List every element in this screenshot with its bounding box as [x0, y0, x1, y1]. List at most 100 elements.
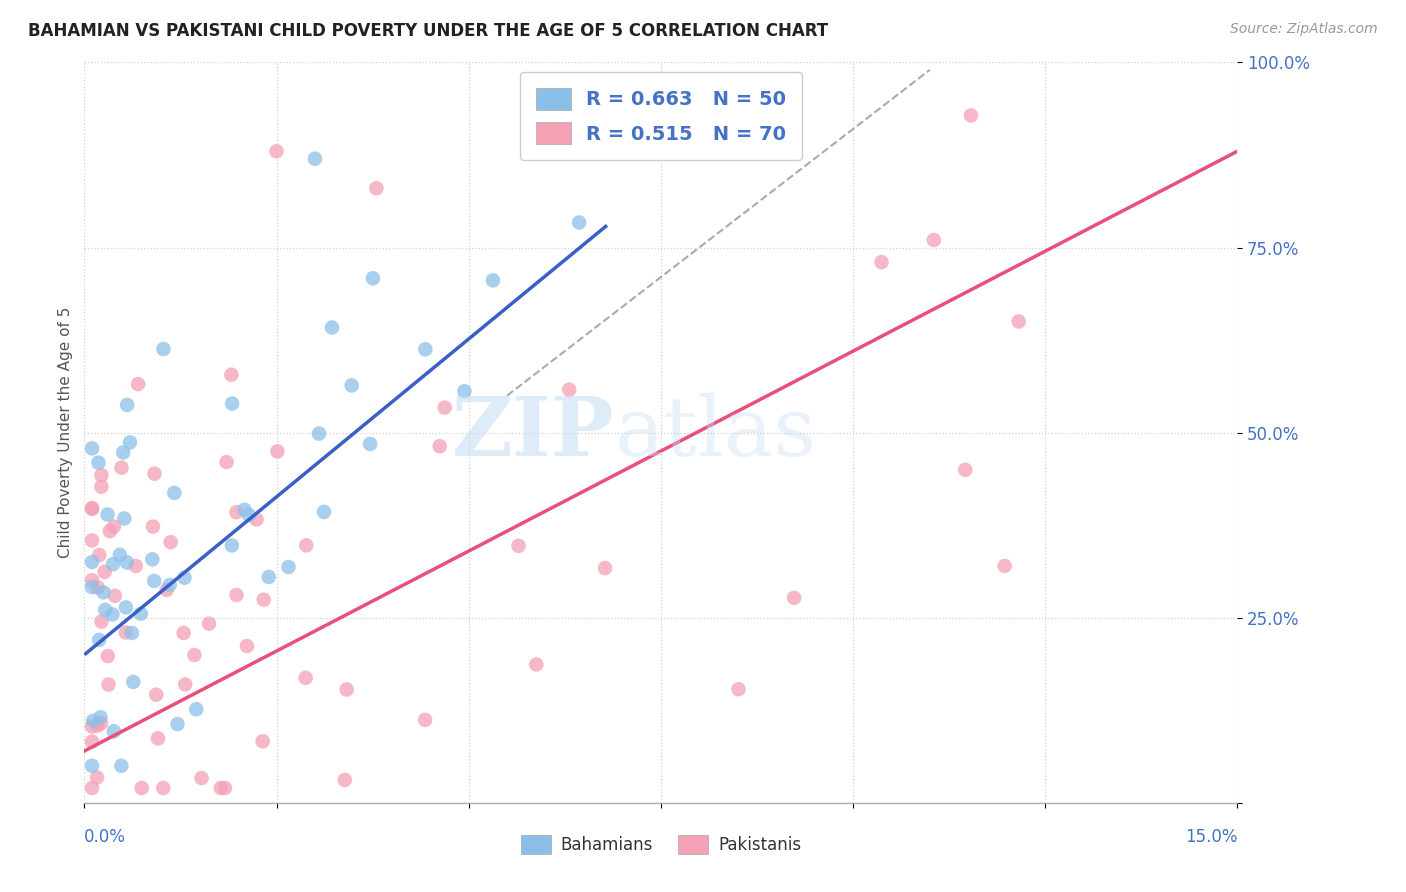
Point [233, 502, 256, 516]
Point [87, 456, 110, 470]
Point [166, 717, 188, 731]
Point [118, 435, 141, 450]
Text: ZIP: ZIP [453, 392, 614, 473]
Point [94, 603, 117, 617]
Point [80, 574, 103, 588]
Point [122, 674, 145, 689]
Point [129, 607, 152, 621]
Point [253, 592, 276, 607]
Point [221, 368, 243, 382]
Point [112, 511, 135, 525]
Point [80, 758, 103, 772]
Point [312, 505, 335, 519]
Point [266, 145, 288, 159]
Point [152, 342, 174, 356]
Point [80, 533, 103, 548]
Point [238, 508, 260, 522]
Point [114, 625, 136, 640]
Point [198, 616, 221, 631]
Point [183, 648, 205, 662]
Point [413, 713, 436, 727]
Point [266, 444, 288, 458]
Point [558, 383, 581, 397]
Point [960, 108, 983, 122]
Point [101, 558, 124, 572]
Text: 15.0%: 15.0% [1185, 828, 1237, 846]
Point [209, 780, 232, 795]
Point [156, 582, 179, 597]
Point [80, 555, 103, 569]
Point [429, 439, 451, 453]
Point [90, 615, 112, 629]
Point [221, 396, 243, 410]
Point [80, 719, 103, 733]
Point [955, 463, 977, 477]
Point [142, 519, 165, 533]
Point [103, 519, 125, 533]
Point [922, 233, 945, 247]
Point [103, 724, 125, 739]
Point [163, 486, 186, 500]
Point [482, 273, 505, 287]
Point [245, 512, 267, 526]
Point [86, 771, 108, 785]
Text: Source: ZipAtlas.com: Source: ZipAtlas.com [1230, 22, 1378, 37]
Point [257, 570, 280, 584]
Point [173, 626, 195, 640]
Point [80, 780, 103, 795]
Point [225, 588, 247, 602]
Point [361, 271, 384, 285]
Point [146, 731, 169, 746]
Point [1008, 314, 1031, 328]
Point [870, 255, 893, 269]
Point [252, 734, 274, 748]
Point [125, 559, 148, 574]
Point [115, 600, 138, 615]
Point [524, 657, 547, 672]
Point [186, 702, 208, 716]
Point [110, 758, 132, 772]
Point [359, 437, 381, 451]
Point [994, 558, 1017, 573]
Point [90, 716, 112, 731]
Point [82, 714, 104, 728]
Point [127, 377, 149, 392]
Point [110, 460, 132, 475]
Point [214, 780, 236, 795]
Point [308, 426, 330, 441]
Point [101, 607, 124, 622]
Point [152, 780, 174, 795]
Point [295, 538, 318, 552]
Point [87, 632, 110, 647]
Point [568, 215, 591, 229]
Point [304, 152, 326, 166]
Point [333, 772, 356, 787]
Point [86, 581, 108, 595]
Point [143, 467, 166, 481]
Point [89, 710, 111, 724]
Point [96, 508, 118, 522]
Point [112, 445, 135, 459]
Point [159, 578, 181, 592]
Point [593, 561, 616, 575]
Point [336, 682, 359, 697]
Point [98, 524, 121, 538]
Point [131, 780, 153, 795]
Point [174, 677, 197, 691]
Point [104, 589, 127, 603]
Point [221, 538, 243, 552]
Point [80, 580, 103, 594]
Text: atlas: atlas [614, 392, 817, 473]
Point [115, 398, 138, 412]
Point [90, 480, 112, 494]
Point [236, 639, 259, 653]
Point [783, 591, 806, 605]
Point [277, 560, 299, 574]
Point [97, 648, 120, 663]
Point [173, 571, 195, 585]
Point [433, 401, 456, 415]
Point [727, 682, 749, 697]
Point [215, 455, 238, 469]
Point [143, 574, 166, 588]
Point [159, 535, 181, 549]
